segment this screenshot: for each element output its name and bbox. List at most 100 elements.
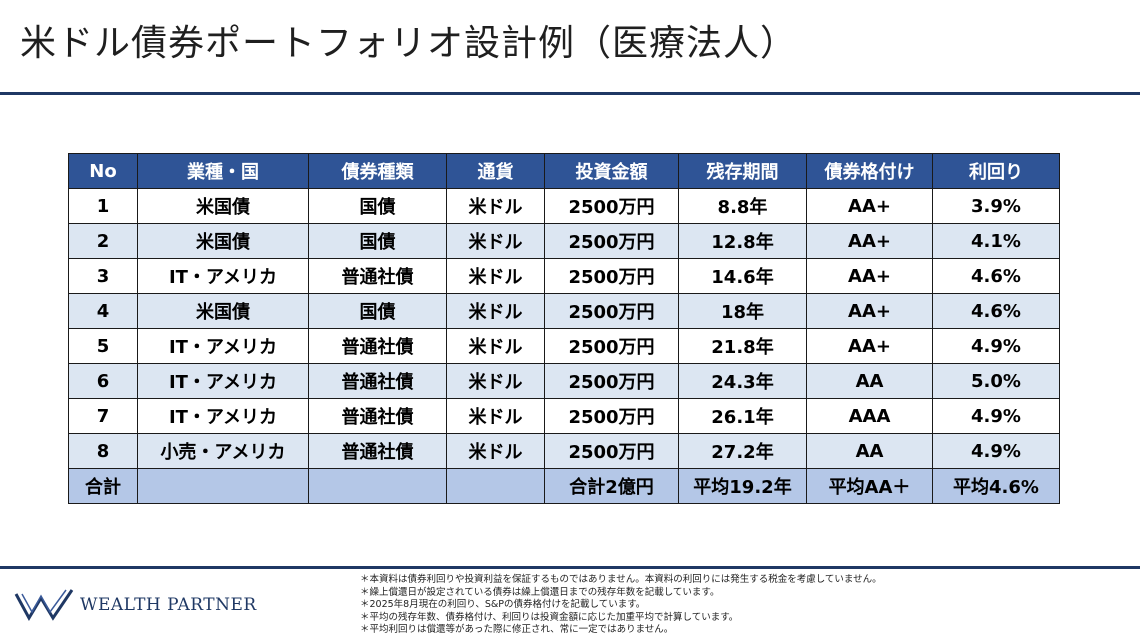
cell-no: 6 [68, 363, 138, 399]
table-row: 2 米国債 国債 米ドル 2500万円 12.8年 AA+ 4.1% [68, 223, 1060, 259]
cell-no: 7 [68, 398, 138, 434]
cell-currency: 米ドル [446, 363, 545, 399]
column-header-investment-amount: 投資金額 [544, 153, 679, 189]
cell-currency: 米ドル [446, 398, 545, 434]
disclaimer-note: ＊平均利回りは償還等があった際に修正され、常に一定ではありません。 [360, 624, 674, 635]
cell-yield: 5.0% [932, 363, 1060, 399]
cell-bond-type: 国債 [308, 293, 447, 329]
cell-bond-type: 国債 [308, 223, 447, 259]
disclaimer-note: ＊平均の残存年数、債券格付け、利回りは投資金額に応じた加重平均で計算しています。 [360, 611, 739, 623]
disclaimer-note: ＊本資料は債券利回りや投資利益を保証するものではありません。本資料の利回りには発… [360, 574, 882, 585]
table-header-row: No 業種・国 債券種類 通貨 投資金額 残存期間 債券格付け 利回り [68, 153, 1060, 189]
cell-yield: 4.9% [932, 398, 1060, 434]
table-row: 7 IT・アメリカ 普通社債 米ドル 2500万円 26.1年 AAA 4.9% [68, 398, 1060, 434]
title-divider [0, 92, 1140, 95]
cell-investment-amount: 2500万円 [544, 328, 679, 364]
cell-investment-amount: 2500万円 [544, 433, 679, 469]
cell-remaining-term: 12.8年 [678, 223, 807, 259]
company-logo: WEALTH PARTNER [14, 588, 257, 622]
disclaimer-note: ＊2025年8月現在の利回り、S&Pの債券格付けを記載しています。 [360, 599, 646, 610]
cell-remaining-term: 24.3年 [678, 363, 807, 399]
table-row: 8 小売・アメリカ 普通社債 米ドル 2500万円 27.2年 AA 4.9% [68, 433, 1060, 469]
total-bond-type [308, 468, 447, 504]
table-row: 3 IT・アメリカ 普通社債 米ドル 2500万円 14.6年 AA+ 4.6% [68, 258, 1060, 294]
cell-yield: 3.9% [932, 188, 1060, 224]
cell-bond-type: 普通社債 [308, 258, 447, 294]
cell-bond-rating: AA+ [806, 188, 933, 224]
disclaimer-note: ＊繰上償還日が設定されている債券は繰上償還日までの残存年数を記載しています。 [360, 586, 720, 598]
column-header-currency: 通貨 [446, 153, 545, 189]
cell-bond-type: 普通社債 [308, 433, 447, 469]
cell-industry-country: IT・アメリカ [137, 398, 309, 434]
cell-bond-rating: AA+ [806, 258, 933, 294]
cell-yield: 4.6% [932, 293, 1060, 329]
cell-yield: 4.9% [932, 433, 1060, 469]
cell-remaining-term: 26.1年 [678, 398, 807, 434]
cell-remaining-term: 21.8年 [678, 328, 807, 364]
total-currency [446, 468, 545, 504]
cell-bond-rating: AA+ [806, 223, 933, 259]
cell-industry-country: IT・アメリカ [137, 328, 309, 364]
cell-no: 8 [68, 433, 138, 469]
cell-industry-country: 米国債 [137, 293, 309, 329]
cell-investment-amount: 2500万円 [544, 223, 679, 259]
cell-yield: 4.9% [932, 328, 1060, 364]
average-remaining-term: 平均19.2年 [678, 468, 807, 504]
cell-no: 5 [68, 328, 138, 364]
cell-remaining-term: 18年 [678, 293, 807, 329]
cell-industry-country: IT・アメリカ [137, 258, 309, 294]
cell-remaining-term: 27.2年 [678, 433, 807, 469]
page-title: 米ドル債券ポートフォリオ設計例（医療法人） [20, 23, 798, 64]
cell-investment-amount: 2500万円 [544, 188, 679, 224]
average-yield: 平均4.6% [932, 468, 1060, 504]
cell-currency: 米ドル [446, 433, 545, 469]
total-industry-country [137, 468, 309, 504]
cell-no: 3 [68, 258, 138, 294]
total-investment-amount: 合計2億円 [544, 468, 679, 504]
cell-bond-rating: AA+ [806, 328, 933, 364]
table-total-row: 合計 合計2億円 平均19.2年 平均AA＋ 平均4.6% [68, 468, 1060, 504]
table-row: 5 IT・アメリカ 普通社債 米ドル 2500万円 21.8年 AA+ 4.9% [68, 328, 1060, 364]
wealth-partner-w-logo-icon [14, 589, 74, 622]
cell-investment-amount: 2500万円 [544, 363, 679, 399]
cell-bond-rating: AA [806, 433, 933, 469]
cell-industry-country: 小売・アメリカ [137, 433, 309, 469]
table-row: 1 米国債 国債 米ドル 2500万円 8.8年 AA+ 3.9% [68, 188, 1060, 224]
cell-investment-amount: 2500万円 [544, 293, 679, 329]
cell-currency: 米ドル [446, 328, 545, 364]
cell-bond-type: 国債 [308, 188, 447, 224]
table-row: 6 IT・アメリカ 普通社債 米ドル 2500万円 24.3年 AA 5.0% [68, 363, 1060, 399]
cell-yield: 4.6% [932, 258, 1060, 294]
cell-industry-country: 米国債 [137, 223, 309, 259]
table-row: 4 米国債 国債 米ドル 2500万円 18年 AA+ 4.6% [68, 293, 1060, 329]
cell-currency: 米ドル [446, 293, 545, 329]
column-header-bond-rating: 債券格付け [806, 153, 933, 189]
cell-currency: 米ドル [446, 188, 545, 224]
cell-bond-rating: AA [806, 363, 933, 399]
cell-bond-type: 普通社債 [308, 363, 447, 399]
cell-no: 1 [68, 188, 138, 224]
column-header-no: No [68, 153, 138, 189]
cell-no: 2 [68, 223, 138, 259]
company-name: WEALTH PARTNER [80, 595, 257, 615]
cell-no: 4 [68, 293, 138, 329]
cell-currency: 米ドル [446, 223, 545, 259]
average-bond-rating: 平均AA＋ [806, 468, 933, 504]
cell-currency: 米ドル [446, 258, 545, 294]
column-header-remaining-term: 残存期間 [678, 153, 807, 189]
cell-industry-country: 米国債 [137, 188, 309, 224]
cell-investment-amount: 2500万円 [544, 258, 679, 294]
column-header-bond-type: 債券種類 [308, 153, 447, 189]
cell-bond-type: 普通社債 [308, 328, 447, 364]
cell-remaining-term: 14.6年 [678, 258, 807, 294]
bond-portfolio-table: No 業種・国 債券種類 通貨 投資金額 残存期間 債券格付け 利回り 1 米国… [68, 153, 1060, 504]
cell-remaining-term: 8.8年 [678, 188, 807, 224]
column-header-industry-country: 業種・国 [137, 153, 309, 189]
cell-bond-rating: AA+ [806, 293, 933, 329]
footer-divider [0, 566, 1140, 569]
cell-industry-country: IT・アメリカ [137, 363, 309, 399]
disclaimer-notes: ＊本資料は債券利回りや投資利益を保証するものではありません。本資料の利回りには発… [360, 574, 882, 637]
cell-bond-rating: AAA [806, 398, 933, 434]
total-label: 合計 [68, 468, 138, 504]
cell-investment-amount: 2500万円 [544, 398, 679, 434]
